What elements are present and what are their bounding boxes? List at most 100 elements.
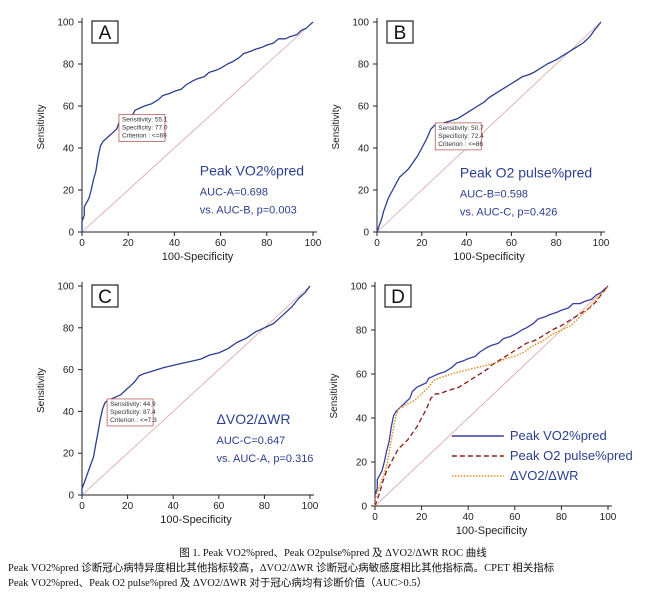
legend: Peak VO2%pred Peak O2 pulse%pred ΔVO2/ΔWR (451, 428, 633, 483)
y-tick-label: 20 (358, 186, 370, 197)
roc-curve (374, 285, 609, 507)
y-tick-label: 40 (63, 407, 75, 418)
annotation-auc: AUC-A=0.698 (200, 186, 268, 198)
x-tick-label: 40 (461, 238, 473, 249)
y-tick-label: 20 (63, 186, 75, 197)
y-tick-label: 80 (356, 326, 368, 337)
y-axis-label: Sensitivity (36, 104, 47, 149)
x-tick-label: 60 (215, 238, 227, 249)
panel-letter: A (99, 23, 112, 44)
y-axis-label: Sensitivity (36, 368, 47, 413)
annotation-title: Peak O2 pulse%pred (460, 164, 592, 180)
annotation: ΔVO2/ΔWR AUC-C=0.647 vs. AUC-A, p=0.316 (217, 411, 314, 465)
y-tick-label: 40 (358, 144, 370, 155)
y-tick-label: 80 (358, 60, 370, 71)
annotation-pvalue: vs. AUC-C, p=0.426 (460, 206, 558, 218)
x-tick-label: 0 (372, 512, 378, 523)
y-tick-label: 60 (356, 370, 368, 381)
criterion-specificity: Specificity: 87.4 (110, 409, 156, 416)
y-tick-label: 60 (63, 365, 75, 376)
criterion-sensitivity: Sensitivity: 44.9 (110, 401, 156, 408)
roc-curve (81, 21, 314, 232)
annotation-auc: AUC-B=0.598 (460, 188, 528, 200)
x-tick-label: 20 (416, 512, 428, 523)
criterion-frame (106, 398, 154, 427)
y-tick-label: 0 (361, 502, 367, 513)
x-tick-label: 100 (305, 238, 322, 249)
legend-label: ΔVO2/ΔWR (510, 468, 579, 483)
caption-title: 图 1. Peak VO2%pred、Peak O2pulse%pred 及 Δ… (179, 548, 487, 559)
criterion-cutoff: Criterion : <=7.3 (110, 417, 157, 424)
annotation-auc: AUC-C=0.647 (217, 435, 286, 447)
panel-letter-frame (91, 20, 119, 44)
annotation-pvalue: vs. AUC-B, p=0.003 (200, 204, 297, 216)
panel-a: 0 20 40 60 80 100 0 20 40 60 80 100 100-Specificity S… (36, 18, 322, 264)
y-tick-label: 100 (350, 282, 367, 293)
criterion-specificity: Specificity: 72.4 (438, 133, 484, 140)
x-tick-label: 40 (168, 501, 180, 512)
y-tick-label: 40 (356, 414, 368, 425)
y-tick-label: 20 (63, 449, 75, 460)
criterion-cutoff: Criterion : <=86 (438, 141, 483, 148)
y-tick-label: 80 (63, 60, 75, 71)
x-axis-label: 100-Specificity (162, 251, 234, 263)
caption-line-1: Peak VO2%pred 诊断冠心病特异度相比其他指标较高，ΔVO2/ΔWR … (8, 563, 555, 574)
panel-letter-box: B (386, 20, 414, 44)
panel-letter: B (394, 23, 407, 44)
y-tick-label: 100 (57, 282, 74, 293)
panel-d: 0 20 40 60 80 100 0 20 40 60 80 100 100-Specificity S… (329, 282, 633, 538)
reference-diagonal (374, 285, 609, 507)
y-tick-label: 0 (68, 491, 74, 502)
criterion-sensitivity: Sensitivity: 50.7 (438, 125, 484, 132)
panel-letter-frame (384, 284, 412, 308)
y-tick-label: 80 (63, 323, 75, 334)
annotation-pvalue: vs. AUC-A, p=0.316 (217, 453, 314, 465)
x-tick-label: 60 (213, 501, 225, 512)
panel-letter-box: C (91, 284, 119, 308)
panel-letter: D (391, 287, 405, 308)
caption-line-2: Peak VO2%pred、Peak O2 pulse%pred 及 ΔVO2/… (8, 578, 428, 589)
annotation-title: ΔVO2/ΔWR (217, 411, 291, 427)
figure-caption: 图 1. Peak VO2%pred、Peak O2pulse%pred 及 Δ… (8, 546, 658, 591)
x-tick-label: 80 (261, 238, 273, 249)
criterion-sensitivity: Sensitivity: 55.1 (122, 117, 168, 124)
x-tick-label: 100 (302, 501, 319, 512)
y-axis-label: Sensitivity (331, 104, 342, 149)
annotation: Peak O2 pulse%pred AUC-B=0.598 vs. AUC-C, … (460, 164, 592, 218)
roc-curve (376, 21, 602, 233)
y-tick-label: 100 (57, 18, 74, 29)
x-tick-label: 60 (509, 512, 521, 523)
panel-letter-frame (91, 284, 119, 308)
reference-diagonal (81, 285, 311, 496)
reference-diagonal (376, 21, 602, 233)
y-tick-label: 0 (68, 228, 74, 239)
x-tick-label: 100 (593, 238, 610, 249)
criterion-specificity: Specificity: 77.0 (122, 125, 168, 132)
x-tick-label: 0 (79, 238, 85, 249)
x-tick-label: 40 (169, 238, 181, 249)
criterion-frame (434, 122, 482, 151)
x-tick-label: 40 (463, 512, 475, 523)
x-tick-label: 80 (551, 238, 563, 249)
x-tick-label: 20 (122, 501, 134, 512)
panel-letter: C (98, 287, 112, 308)
panel-letter-frame (386, 20, 414, 44)
panel-c: 0 20 40 60 80 100 0 20 40 60 80 100 100-Specificity S… (36, 282, 319, 527)
criterion-frame (118, 114, 166, 142)
y-tick-label: 60 (358, 102, 370, 113)
x-tick-label: 80 (259, 501, 271, 512)
x-tick-label: 20 (123, 238, 135, 249)
annotation: Peak VO2%pred AUC-A=0.698 vs. AUC-B, p=0.0… (200, 162, 304, 216)
x-tick-label: 0 (374, 238, 380, 249)
panel-b: 0 20 40 60 80 100 0 20 40 60 80 100 100-Specificity S… (331, 18, 610, 264)
legend-label: Peak O2 pulse%pred (510, 448, 633, 463)
x-tick-label: 60 (506, 238, 518, 249)
y-tick-label: 0 (363, 228, 369, 239)
x-axis-label: 100-Specificity (456, 525, 528, 537)
roc-curve (374, 285, 609, 506)
y-tick-label: 60 (63, 102, 75, 113)
y-tick-label: 100 (352, 18, 369, 29)
